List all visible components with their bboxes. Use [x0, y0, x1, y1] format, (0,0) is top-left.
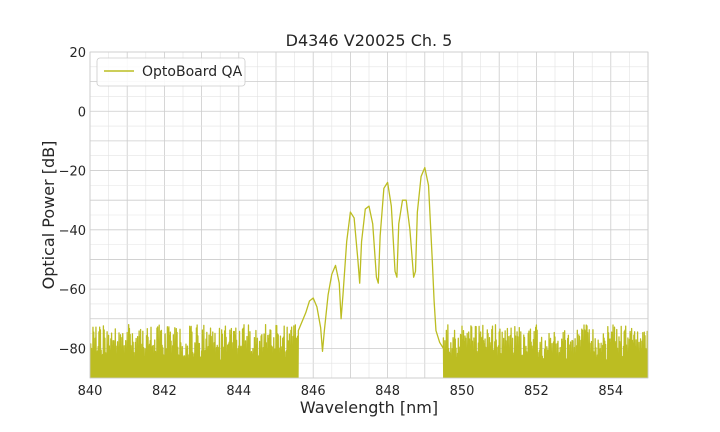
legend-label: OptoBoard QA — [142, 64, 243, 80]
y-tick-labels: −80 −60 −40 −20 0 20 — [59, 46, 86, 357]
x-tick-label: 854 — [598, 384, 623, 399]
chart-title: D4346 V20025 Ch. 5 — [286, 31, 453, 50]
series-line-optoboard-qa — [90, 166, 648, 378]
y-tick-label: −80 — [59, 342, 86, 357]
y-tick-label: 20 — [69, 46, 86, 61]
series-layer — [90, 166, 648, 378]
x-tick-labels: 840 842 844 846 848 850 852 854 — [78, 384, 624, 399]
y-tick-label: 0 — [78, 105, 86, 120]
x-tick-label: 844 — [226, 384, 251, 399]
x-tick-label: 840 — [78, 384, 103, 399]
x-tick-label: 842 — [152, 384, 177, 399]
y-tick-label: −60 — [59, 283, 86, 298]
y-tick-label: −40 — [59, 224, 86, 239]
grid — [89, 51, 649, 379]
x-tick-label: 848 — [375, 384, 400, 399]
y-axis-title: Optical Power [dB] — [39, 141, 58, 290]
x-tick-label: 846 — [301, 384, 326, 399]
legend-box — [96, 57, 246, 87]
x-tick-label: 852 — [524, 384, 549, 399]
legend: OptoBoard QA — [96, 57, 246, 87]
y-tick-label: −20 — [59, 165, 86, 180]
x-axis-title: Wavelength [nm] — [300, 398, 438, 417]
x-tick-label: 850 — [450, 384, 475, 399]
plot-frame — [89, 51, 649, 379]
